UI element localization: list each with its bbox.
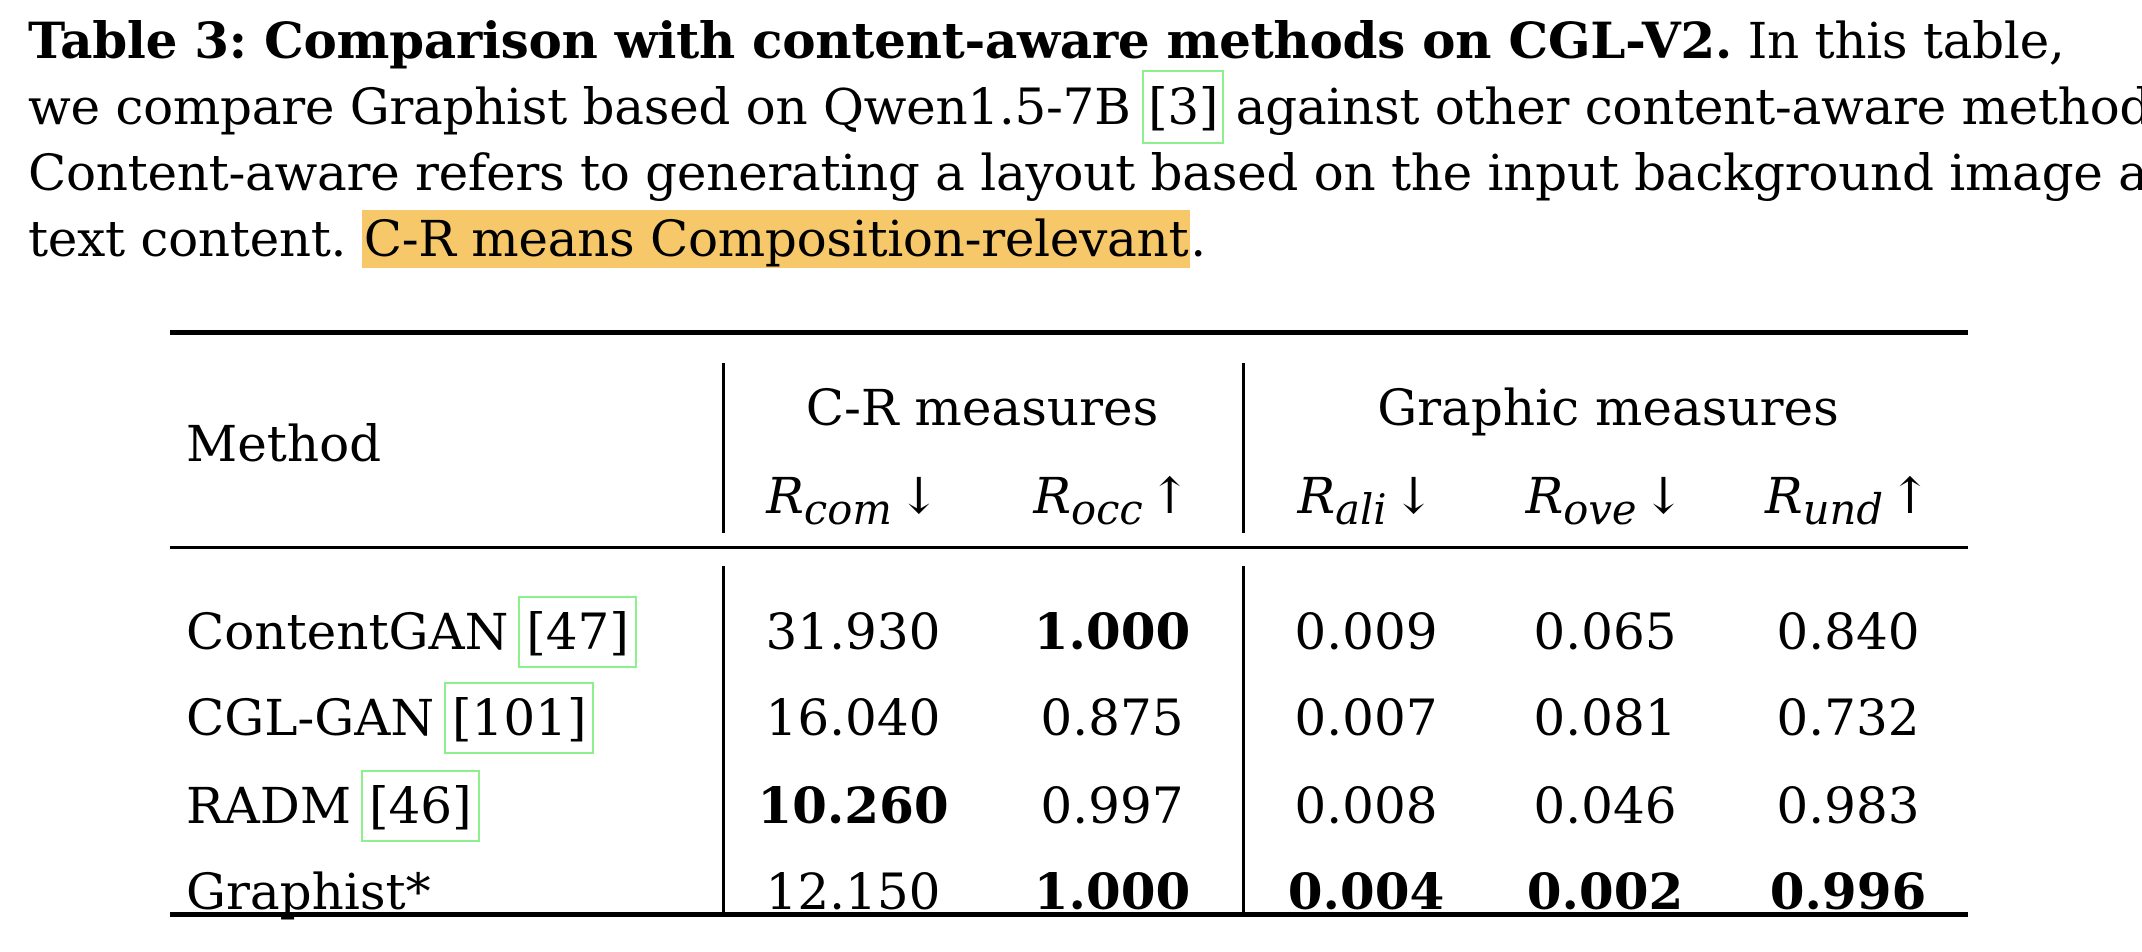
table-cell: 31.930 (766, 602, 941, 662)
caption-line-3: Content-aware refers to generating a lay… (28, 144, 2142, 202)
top-rule (170, 330, 1968, 335)
table-cell: 0.875 (1040, 688, 1183, 748)
column-divider (722, 363, 725, 533)
metric-subscript: ali (1335, 485, 1387, 534)
header-method: Method (186, 415, 382, 473)
cell-value: 0.996 (1769, 862, 1927, 921)
cell-value: 0.065 (1533, 603, 1677, 661)
table-cell: 16.040 (766, 688, 941, 748)
caption-text: against other content-aware methods. (1220, 78, 2142, 136)
cell-value: 0.009 (1294, 603, 1438, 661)
cell-value: 0.983 (1776, 777, 1920, 835)
arrow-down-icon: ↓ (1642, 467, 1685, 525)
citation-link[interactable]: [47] (518, 596, 637, 668)
cell-value: 0.007 (1294, 689, 1438, 747)
metric-subscript: ove (1563, 485, 1637, 534)
citation-link[interactable]: [46] (360, 770, 480, 842)
caption-line-4: text content. C-R means Composition-rele… (28, 206, 2128, 272)
table-cell: 0.840 (1776, 602, 1919, 662)
bottom-rule (170, 912, 1968, 917)
table-cell: 0.732 (1776, 688, 1919, 748)
header-group-cr: C-R measures (805, 379, 1159, 437)
cell-value: 0.732 (1776, 689, 1920, 747)
header-col-rcom: Rcom ↓ (766, 466, 939, 540)
method-name: Graphist* (186, 863, 431, 921)
arrow-up-icon: ↑ (1148, 467, 1191, 525)
metric-subscript: com (803, 485, 892, 534)
caption-line-2: we compare Graphist based on Qwen1.5-7B … (28, 70, 2142, 144)
column-divider (1242, 363, 1245, 533)
table-cell: 0.002 (1527, 862, 1684, 922)
table-cell: 0.008 (1294, 776, 1437, 836)
header-col-rund: Rund ↑ (1765, 466, 1931, 540)
arrow-down-icon: ↓ (897, 467, 940, 525)
cell-value: 16.040 (765, 689, 941, 747)
table-cell: 0.007 (1294, 688, 1437, 748)
caption-label: Table 3: Comparison with content-aware m… (28, 11, 1732, 70)
citation-link[interactable]: [101] (443, 682, 595, 754)
header-group-graphic: Graphic measures (1377, 379, 1839, 437)
cell-value: 0.002 (1526, 862, 1684, 921)
header-col-rali: Rali ↓ (1297, 466, 1434, 540)
arrow-up-icon: ↑ (1889, 467, 1931, 525)
column-divider (722, 566, 725, 916)
cell-value: 10.260 (757, 776, 949, 835)
table-cell: 10.260 (757, 776, 948, 836)
metric-subscript: occ (1071, 485, 1143, 534)
header-col-rocc: Rocc ↑ (1033, 466, 1190, 540)
table-cell: 0.046 (1533, 776, 1676, 836)
table-cell: 1.000 (1034, 862, 1191, 922)
cell-value: 31.930 (765, 603, 941, 661)
header-rule (170, 546, 1968, 549)
header-col-rove: Rove ↓ (1526, 466, 1685, 540)
caption-text: we compare Graphist based on Qwen1.5-7B (28, 78, 1147, 136)
cell-value: 0.081 (1533, 689, 1677, 747)
metric-symbol: R (1525, 467, 1564, 525)
table-cell: 0.996 (1770, 862, 1927, 922)
row-method: Graphist* (186, 862, 431, 922)
cell-value: 12.150 (765, 863, 941, 921)
table-cell: 0.065 (1533, 602, 1676, 662)
metric-symbol: R (1765, 467, 1803, 525)
table-cell: 0.997 (1040, 776, 1183, 836)
caption-text: text content. (28, 210, 362, 268)
arrow-down-icon: ↓ (1392, 467, 1435, 525)
cell-value: 0.875 (1040, 689, 1184, 747)
cell-value: 0.008 (1294, 777, 1438, 835)
method-name: CGL-GAN (186, 689, 450, 747)
cell-value: 0.004 (1287, 862, 1445, 921)
row-method: CGL-GAN [101] (186, 682, 595, 754)
metric-symbol: R (766, 467, 804, 525)
highlighted-text: C-R means Composition-relevant (361, 210, 1191, 268)
column-divider (1242, 566, 1245, 916)
metric-subscript: und (1802, 485, 1884, 534)
caption-text: . (1190, 210, 1206, 268)
row-method: RADM [46] (186, 770, 480, 842)
cell-value: 0.840 (1776, 603, 1920, 661)
caption-line-1: Table 3: Comparison with content-aware m… (28, 8, 2128, 74)
cell-value: 0.046 (1533, 777, 1677, 835)
comparison-table: Method C-R measures Graphic measures Rco… (170, 330, 1968, 922)
metric-symbol: R (1033, 467, 1071, 525)
method-name: RADM (186, 777, 367, 835)
table-cell: 12.150 (766, 862, 941, 922)
metric-symbol: R (1297, 467, 1336, 525)
cell-value: 1.000 (1033, 602, 1191, 661)
table-cell: 1.000 (1034, 602, 1191, 662)
table-cell: 0.081 (1533, 688, 1676, 748)
method-name: ContentGAN (186, 603, 525, 661)
table-cell: 0.004 (1288, 862, 1445, 922)
cell-value: 0.997 (1040, 777, 1184, 835)
citation-link[interactable]: [3] (1142, 70, 1225, 144)
table-cell: 0.009 (1294, 602, 1437, 662)
row-method: ContentGAN [47] (186, 596, 637, 668)
table-caption: Table 3: Comparison with content-aware m… (28, 8, 2142, 272)
caption-text: In this table, (1732, 12, 2065, 70)
cell-value: 1.000 (1033, 862, 1191, 921)
table-cell: 0.983 (1776, 776, 1919, 836)
